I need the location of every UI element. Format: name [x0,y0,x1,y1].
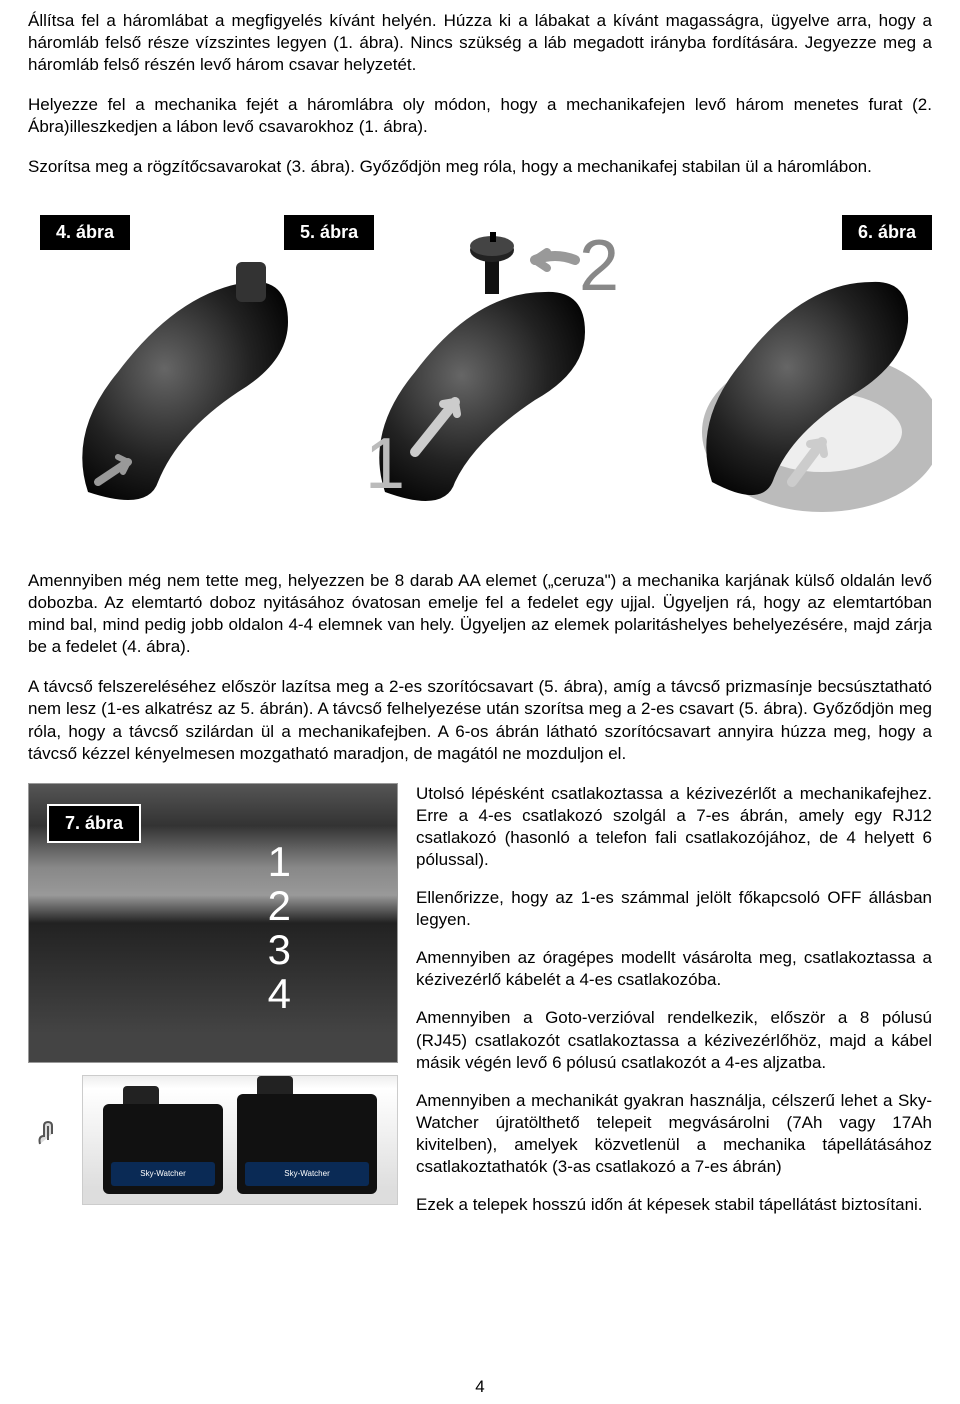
figure-labels-row: 4. ábra 5. ábra 6. ábra [28,215,932,250]
battery-17ah: Sky-Watcher [237,1094,377,1194]
right-paragraph-3: Amennyiben az óragépes modellt vásárolta… [416,947,932,991]
figure-7-numbers: 1 2 3 4 [268,840,291,1016]
figure-7-number-3: 3 [268,928,291,972]
page-number: 4 [0,1376,960,1398]
figure-7-label: 7. ábra [47,804,141,843]
figure-7-number-2: 2 [268,884,291,928]
figure-row: 1 2 [28,232,932,542]
figure-5-number-1: 1 [365,418,405,512]
paragraph-1: Állítsa fel a háromlábat a megfigyelés k… [28,10,932,76]
figure-7-image: 7. ábra 1 2 3 4 [28,783,398,1063]
figure-5-image: 1 2 [335,232,625,532]
figure-4-image [28,232,318,532]
battery-7ah: Sky-Watcher [103,1104,223,1194]
figure-6-image [642,232,932,532]
battery-17ah-label: Sky-Watcher [245,1162,369,1186]
lower-right-column: Utolsó lépésként csatlakoztassa a kézive… [416,783,932,1233]
right-paragraph-2: Ellenőrizze, hogy az 1-es számmal jelölt… [416,887,932,931]
battery-7ah-label: Sky-Watcher [111,1162,215,1186]
right-paragraph-4: Amennyiben a Goto-verzióval rendelkezik,… [416,1007,932,1073]
right-paragraph-6: Ezek a telepek hosszú időn át képesek st… [416,1194,932,1216]
battery-hint-row: Sky-Watcher Sky-Watcher [28,1075,398,1205]
paragraph-5: A távcső felszereléséhez először lazítsa… [28,676,932,764]
right-paragraph-1: Utolsó lépésként csatlakoztassa a kézive… [416,783,932,871]
paragraph-3: Szorítsa meg a rögzítőcsavarokat (3. ábr… [28,156,932,178]
hand-pointing-icon [28,1116,76,1164]
right-paragraph-5: Amennyiben a mechanikát gyakran használj… [416,1090,932,1178]
paragraph-4: Amennyiben még nem tette meg, helyezzen … [28,570,932,658]
lower-section: 7. ábra 1 2 3 4 Sky-Watcher Sky-Watcher [28,783,932,1233]
battery-products-image: Sky-Watcher Sky-Watcher [82,1075,398,1205]
lower-left-column: 7. ábra 1 2 3 4 Sky-Watcher Sky-Watcher [28,783,398,1233]
figure-7-number-4: 4 [268,972,291,1016]
figure-7-number-1: 1 [268,840,291,884]
paragraph-2: Helyezze fel a mechanika fejét a háromlá… [28,94,932,138]
figure-5-label: 5. ábra [284,215,374,250]
figure-4-label: 4. ábra [40,215,130,250]
figure-6-label: 6. ábra [842,215,932,250]
